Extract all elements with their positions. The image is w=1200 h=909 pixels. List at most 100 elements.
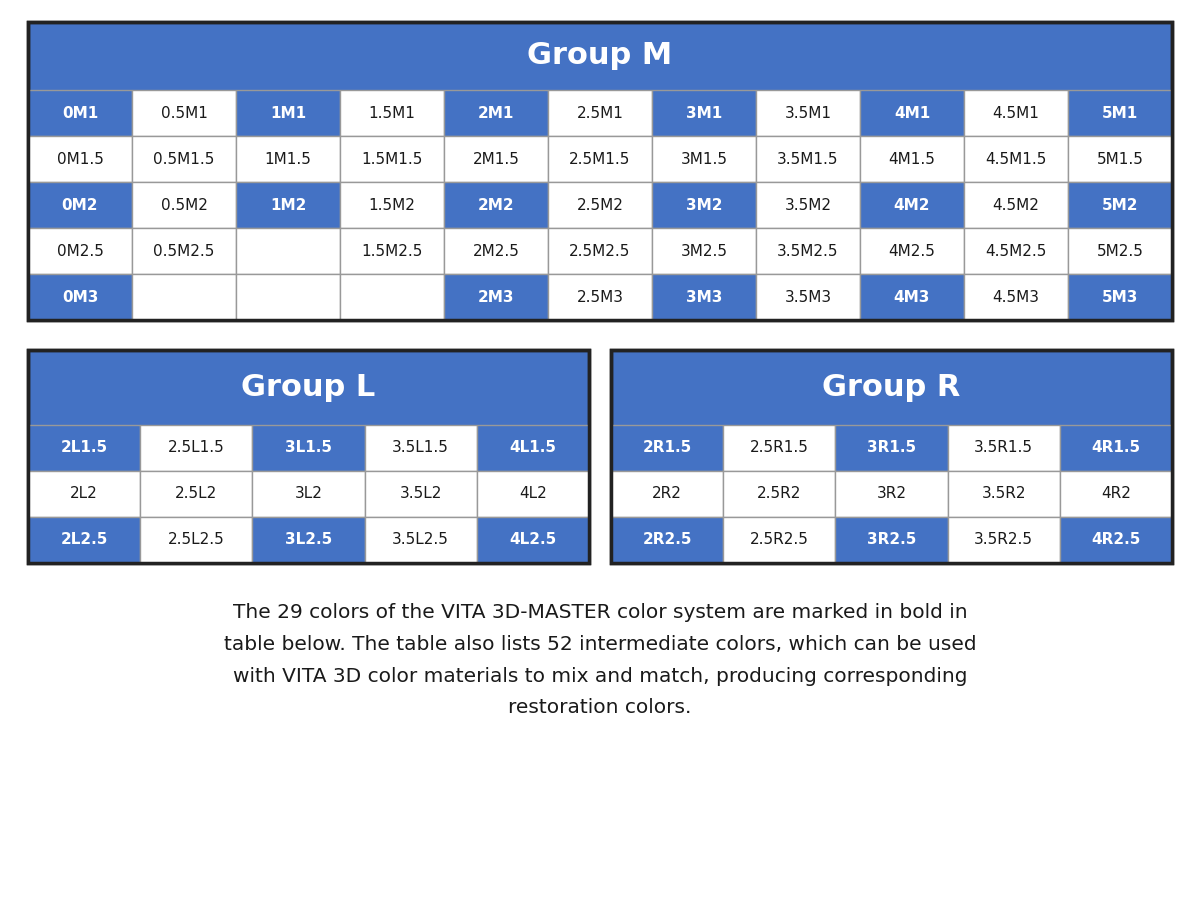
Bar: [28, 350, 589, 563]
Bar: [132, 228, 236, 274]
Bar: [1068, 274, 1172, 320]
Bar: [948, 425, 1060, 471]
Text: 2L2.5: 2L2.5: [60, 533, 108, 547]
Bar: [340, 182, 444, 228]
Bar: [964, 228, 1068, 274]
Text: Group M: Group M: [527, 42, 673, 71]
Text: 4.5M1: 4.5M1: [992, 105, 1039, 121]
Bar: [28, 228, 132, 274]
Bar: [28, 136, 132, 182]
Bar: [365, 425, 476, 471]
Text: 0M3: 0M3: [62, 289, 98, 305]
Text: 3R2: 3R2: [876, 486, 906, 502]
Text: 3.5R2.5: 3.5R2.5: [974, 533, 1033, 547]
Bar: [611, 471, 724, 517]
Bar: [28, 517, 140, 563]
Bar: [140, 471, 252, 517]
Text: 3M3: 3M3: [686, 289, 722, 305]
Bar: [860, 136, 964, 182]
Bar: [28, 425, 140, 471]
Text: 3L2.5: 3L2.5: [284, 533, 332, 547]
Text: 1M1: 1M1: [270, 105, 306, 121]
Text: 0.5M1.5: 0.5M1.5: [154, 152, 215, 166]
Text: 2L1.5: 2L1.5: [60, 441, 108, 455]
Text: 4L1.5: 4L1.5: [509, 441, 557, 455]
Bar: [28, 350, 589, 563]
Bar: [548, 228, 652, 274]
Text: 3L2: 3L2: [294, 486, 323, 502]
Bar: [1060, 471, 1172, 517]
Text: 3M2: 3M2: [685, 197, 722, 213]
Text: The 29 colors of the VITA 3D-MASTER color system are marked in bold in
table bel: The 29 colors of the VITA 3D-MASTER colo…: [223, 603, 977, 717]
Text: 4M2: 4M2: [894, 197, 930, 213]
Bar: [444, 182, 548, 228]
Text: 0M2: 0M2: [61, 197, 98, 213]
Bar: [964, 136, 1068, 182]
Text: 0.5M1: 0.5M1: [161, 105, 208, 121]
Bar: [548, 90, 652, 136]
Bar: [444, 274, 548, 320]
Bar: [444, 90, 548, 136]
Bar: [28, 471, 140, 517]
Bar: [724, 517, 835, 563]
Text: 4.5M2: 4.5M2: [992, 197, 1039, 213]
Bar: [756, 90, 860, 136]
Bar: [835, 517, 948, 563]
Bar: [28, 22, 1172, 320]
Text: 4R2: 4R2: [1100, 486, 1130, 502]
Text: 3M1.5: 3M1.5: [680, 152, 727, 166]
Text: 5M1.5: 5M1.5: [1097, 152, 1144, 166]
Bar: [252, 471, 365, 517]
Bar: [964, 90, 1068, 136]
Bar: [1068, 136, 1172, 182]
Text: 0M1: 0M1: [62, 105, 98, 121]
Text: 3.5R1.5: 3.5R1.5: [974, 441, 1033, 455]
Bar: [1068, 228, 1172, 274]
Bar: [444, 228, 548, 274]
Text: 0.5M2: 0.5M2: [161, 197, 208, 213]
Bar: [548, 182, 652, 228]
Text: 3M1: 3M1: [686, 105, 722, 121]
Bar: [611, 350, 1172, 563]
Text: 4.5M1.5: 4.5M1.5: [985, 152, 1046, 166]
Bar: [132, 274, 236, 320]
Text: 4M2.5: 4M2.5: [888, 244, 936, 258]
Text: 2M1: 2M1: [478, 105, 514, 121]
Bar: [724, 425, 835, 471]
Bar: [1060, 517, 1172, 563]
Text: 3R1.5: 3R1.5: [866, 441, 916, 455]
Text: 3L1.5: 3L1.5: [286, 441, 332, 455]
Bar: [340, 274, 444, 320]
Text: 4L2.5: 4L2.5: [509, 533, 557, 547]
Text: Group R: Group R: [822, 373, 961, 402]
Text: 2.5M3: 2.5M3: [576, 289, 624, 305]
Text: 3.5M2: 3.5M2: [785, 197, 832, 213]
Text: 2R1.5: 2R1.5: [642, 441, 691, 455]
Text: 0M1.5: 0M1.5: [56, 152, 103, 166]
Text: 4M1.5: 4M1.5: [888, 152, 936, 166]
Bar: [132, 90, 236, 136]
Bar: [476, 425, 589, 471]
Bar: [236, 274, 340, 320]
Text: 2M3: 2M3: [478, 289, 515, 305]
Text: 3.5R2: 3.5R2: [982, 486, 1026, 502]
Text: 2M1.5: 2M1.5: [473, 152, 520, 166]
Text: 3R2.5: 3R2.5: [866, 533, 916, 547]
Bar: [652, 136, 756, 182]
Bar: [252, 425, 365, 471]
Text: 5M2.5: 5M2.5: [1097, 244, 1144, 258]
Text: 5M2: 5M2: [1102, 197, 1139, 213]
Bar: [28, 182, 132, 228]
Bar: [236, 90, 340, 136]
Bar: [948, 471, 1060, 517]
Text: 4M3: 4M3: [894, 289, 930, 305]
Text: 2M2: 2M2: [478, 197, 515, 213]
Bar: [236, 182, 340, 228]
Text: 2.5M1.5: 2.5M1.5: [569, 152, 631, 166]
Bar: [652, 90, 756, 136]
Text: 4M1: 4M1: [894, 105, 930, 121]
Bar: [28, 22, 1172, 320]
Text: 1M1.5: 1M1.5: [264, 152, 312, 166]
Bar: [860, 182, 964, 228]
Text: 2M2.5: 2M2.5: [473, 244, 520, 258]
